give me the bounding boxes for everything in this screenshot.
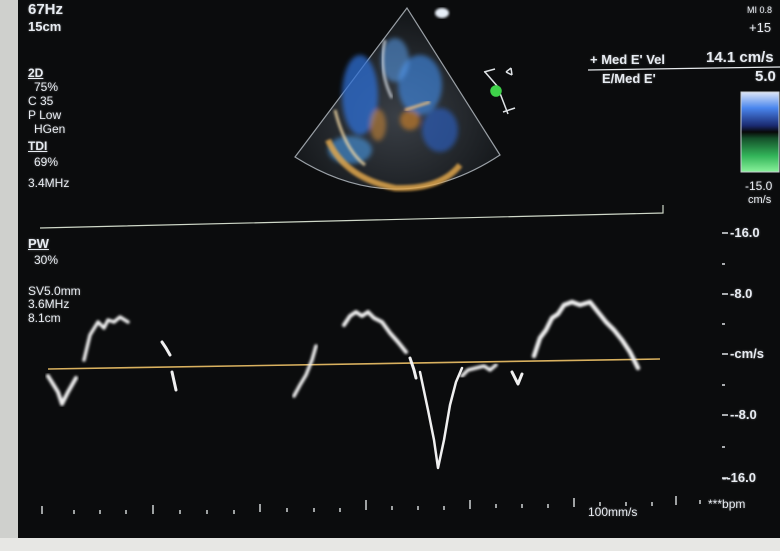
- time-axis-ticks: [41, 496, 701, 514]
- pw-label: PW: [28, 236, 49, 251]
- med-e-vel-value: 14.1 cm/s: [706, 49, 774, 66]
- power: P Low: [28, 108, 62, 122]
- color-scale-unit: cm/s: [748, 194, 772, 206]
- photo-margin-bottom: [0, 538, 780, 551]
- velocity-scale-marks: [722, 232, 728, 479]
- photo-margin-left: [0, 0, 18, 551]
- e-med-e-label: E/Med E': [602, 71, 656, 86]
- gain-tdi: 69%: [34, 155, 59, 169]
- tdi-spectrum: [46, 299, 641, 470]
- color-velocity-bar: [740, 91, 780, 173]
- e-med-e-value: 5.0: [755, 68, 776, 85]
- echo-sector: [294, 6, 501, 192]
- mode-tdi-label: TDI: [28, 139, 48, 153]
- thermal-index: +15: [749, 20, 772, 35]
- sample-volume: SV5.0mm: [28, 284, 81, 298]
- doppler-baseline: [47, 358, 661, 370]
- measurement-divider: [587, 66, 780, 71]
- freq-tdi: 3.4MHz: [28, 176, 70, 190]
- sample-volume-marker[interactable]: [483, 67, 516, 115]
- frame-rate: 67Hz: [28, 1, 64, 18]
- depth: 15cm: [28, 19, 62, 34]
- med-e-vel-label: + Med E' Vel: [590, 52, 665, 67]
- color-scale-bottom: -15.0: [745, 179, 773, 193]
- velocity-tick-bottom: --16.0: [722, 470, 756, 485]
- heart-rate-unit: ***bpm: [708, 497, 746, 511]
- mode-2d-label: 2D: [28, 66, 44, 80]
- velocity-tick-top: -16.0: [730, 225, 760, 240]
- velocity-tick-zero: -cm/s: [730, 346, 764, 361]
- pw-gain: 30%: [34, 253, 59, 267]
- sample-depth: 8.1cm: [28, 311, 61, 325]
- compression: C 35: [28, 94, 54, 108]
- velocity-tick-upper: -8.0: [730, 286, 753, 301]
- mechanical-index: MI 0.8: [747, 5, 773, 15]
- harmonic: HGen: [34, 122, 66, 136]
- pw-frequency: 3.6MHz: [28, 297, 70, 311]
- gain-2d: 75%: [34, 80, 59, 94]
- sweep-speed: 100mm/s: [588, 505, 638, 519]
- trace-separator-line: [39, 205, 664, 229]
- velocity-tick-lower: --8.0: [730, 407, 757, 422]
